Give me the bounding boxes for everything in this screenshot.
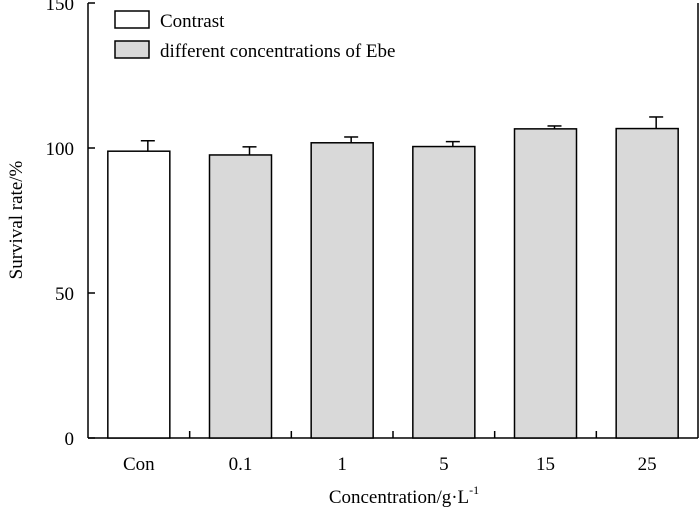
y-ticks: 0 50 100 150: [46, 0, 95, 450]
x-tick-label: Con: [123, 454, 155, 475]
x-axis-title-superscript: -1: [469, 483, 479, 497]
legend: Contrast different concentrations of Ebe: [114, 10, 395, 62]
bars: [107, 127, 679, 439]
y-tick-label: 150: [46, 0, 75, 15]
legend-label-ebe: different concentrations of Ebe: [160, 41, 395, 62]
x-tick-label: 1: [337, 454, 347, 475]
axes: [87, 3, 699, 439]
x-tick-label: 0.1: [229, 454, 253, 475]
bar: [513, 128, 578, 439]
bar: [107, 150, 171, 439]
bar: [310, 142, 374, 439]
bar: [208, 154, 273, 439]
y-axis-title: Survival rate/%: [6, 160, 27, 279]
bar: [412, 145, 476, 439]
x-ticks: Con 0.1 1 5 15 25: [123, 431, 657, 475]
x-tick-label: 5: [439, 454, 449, 475]
x-axis-title-main: Concentration/g·L: [329, 487, 469, 508]
legend-swatch-ebe: [114, 40, 150, 59]
y-tick-label: 50: [55, 284, 74, 305]
legend-label-contrast: Contrast: [160, 11, 225, 32]
error-bars: [140, 116, 664, 155]
y-tick-label: 0: [65, 429, 75, 450]
x-tick-label: 15: [536, 454, 555, 475]
legend-swatch-contrast: [114, 10, 150, 29]
x-tick-label: 25: [638, 454, 657, 475]
x-axis-title: Concentration/g·L-1: [329, 483, 479, 508]
y-tick-label: 100: [46, 139, 75, 160]
bar: [615, 127, 679, 439]
